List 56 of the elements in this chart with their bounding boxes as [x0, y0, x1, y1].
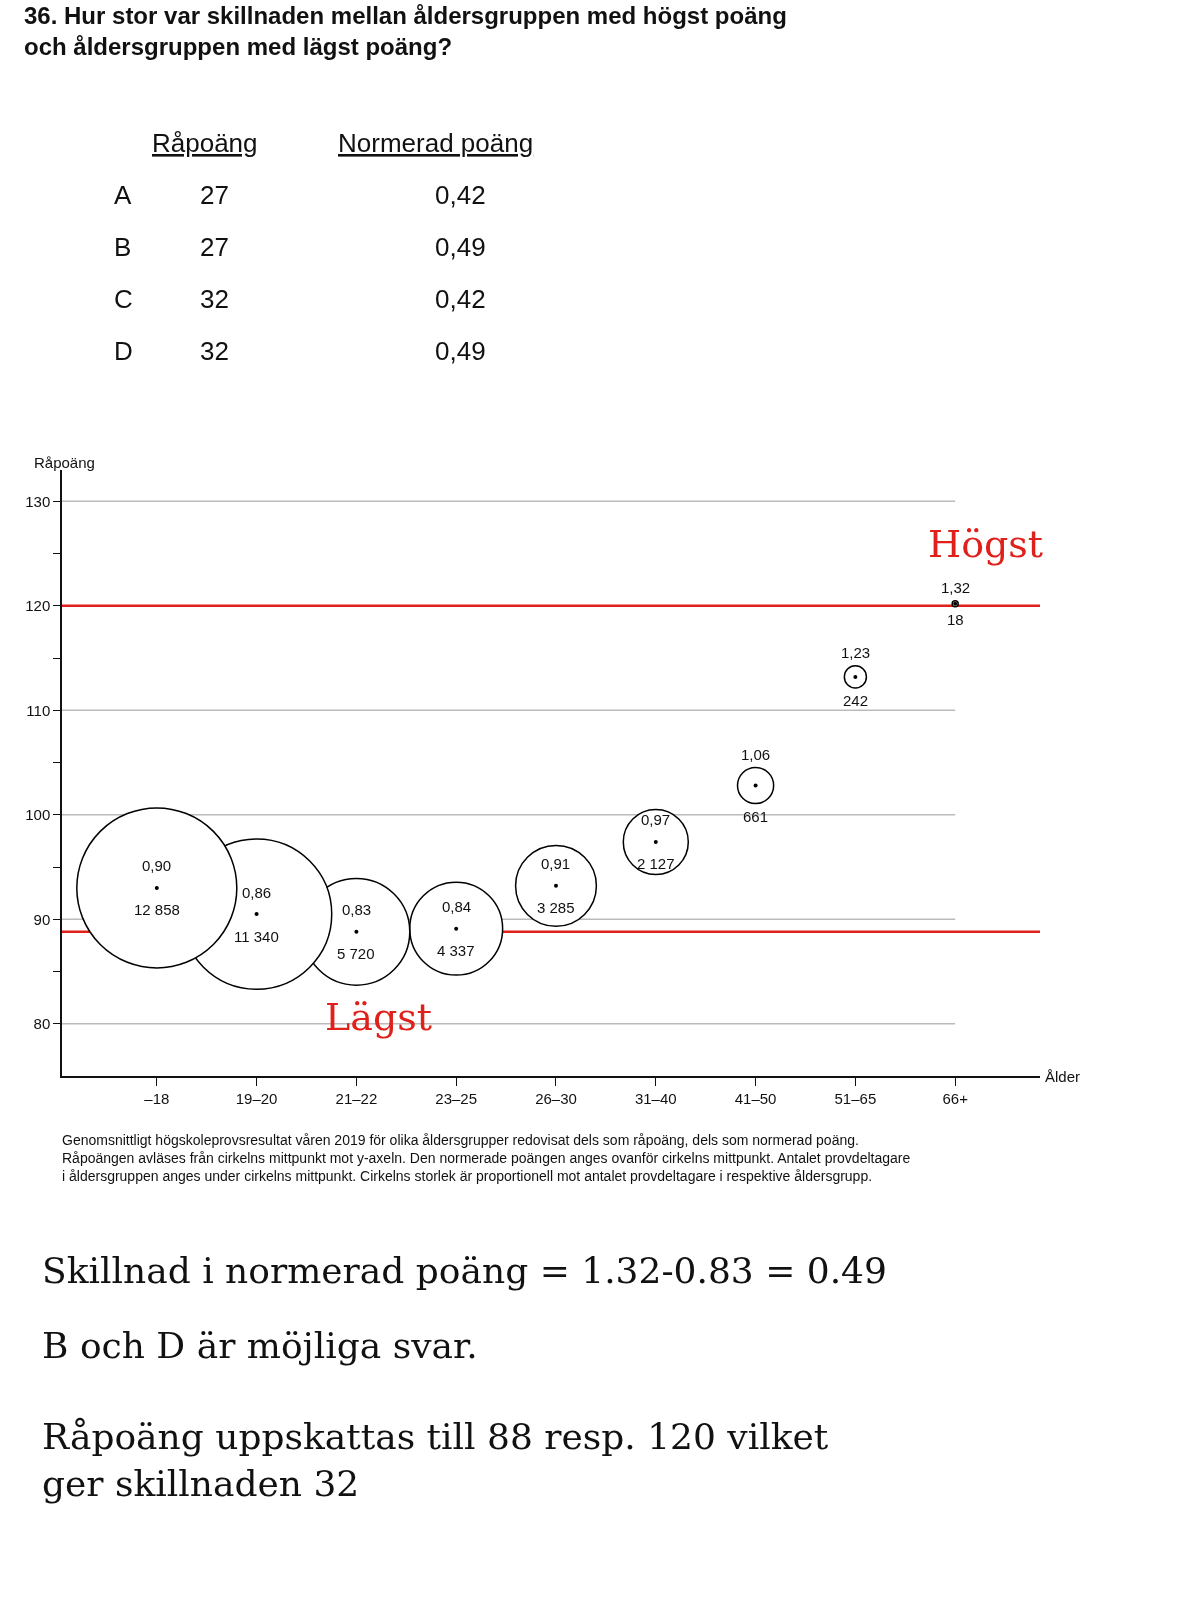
y-tick-label: 80 — [33, 1015, 51, 1033]
x-tick-label: 66+ — [942, 1089, 969, 1107]
annotation: 0,90 — [142, 857, 172, 874]
text: 0,49 — [435, 336, 486, 366]
y-tick-label: 100 — [25, 806, 51, 824]
x-tick-label: 31–40 — [634, 1089, 677, 1107]
text: B och D är möjliga svar. — [42, 1325, 478, 1366]
annotation: 18 — [947, 611, 964, 628]
annotation: 1,06 — [741, 746, 771, 763]
text: Råpoäng — [152, 128, 258, 158]
x-tick-label: 19–20 — [235, 1089, 278, 1107]
text: 32 — [200, 336, 229, 366]
x-tick-label: –18 — [144, 1089, 170, 1107]
text: 27 — [200, 232, 229, 262]
text: B — [114, 232, 132, 262]
y-axis-title: Råpoäng — [34, 454, 95, 471]
annotation: 0,83 — [342, 901, 372, 918]
text: C — [114, 284, 133, 314]
y-tick-label: 120 — [25, 597, 51, 615]
y-tick-label: 110 — [26, 701, 51, 719]
text: Normerad poäng — [338, 128, 534, 158]
annotation: 0,97 — [641, 811, 671, 828]
text: Ålder — [1045, 1068, 1081, 1085]
text: D — [114, 336, 133, 366]
annotation: 3 285 — [537, 899, 575, 916]
text: 0,49 — [435, 232, 486, 262]
annotation: 2 127 — [637, 855, 675, 872]
annotation: Lägst — [325, 995, 432, 1039]
text: 0,42 — [435, 180, 486, 210]
text: Genomsnittligt högskoleprovsresultat våren 2019 för olika åldersgrupper redovisat dels som råpoäng, dels som normerad poäng. Råpoängen avläses från cirkelns mittpunkt mot y-axeln. Den normerade poängen anges ovanför cirkelns mittpunkt. Antalet provdeltagare i åldersgruppen anges under cirkelns mittpunkt. Cirkelns storlek är proportionell mot antalet provdeltagare i respektive åldersgrupp. — [62, 1132, 911, 1185]
x-tick-label: 41–50 — [734, 1089, 777, 1107]
annotation: 0,91 — [541, 855, 571, 872]
text: Råpoäng uppskattas till 88 resp. 120 vilket ger skillnaden 32 — [42, 1416, 829, 1504]
y-tick-label: 130 — [25, 492, 51, 510]
text: Skillnad i normerad poäng = 1.32-0.83 = 0.49 — [42, 1250, 887, 1291]
text: A — [114, 180, 132, 210]
annotation: 4 337 — [437, 942, 475, 959]
annotation: 12 858 — [134, 901, 180, 918]
annotation: 5 720 — [337, 945, 375, 962]
chart-title: 36. Hur stor var skillnaden mellan åldersgruppen med högst poäng och åldersgruppen med lägst poäng? — [24, 2, 787, 61]
x-tick-label: 51–65 — [834, 1089, 877, 1107]
x-tick-label: 21–22 — [335, 1089, 378, 1107]
annotation: 1,32 — [941, 579, 971, 596]
annotation: 1,23 — [841, 644, 871, 661]
annotation: 242 — [843, 692, 869, 709]
text: 0,42 — [435, 284, 486, 314]
text: 27 — [200, 180, 229, 210]
text: 32 — [200, 284, 229, 314]
x-tick-label: 23–25 — [435, 1089, 478, 1107]
annotation: 0,86 — [242, 884, 272, 901]
annotation: 11 340 — [234, 928, 279, 945]
x-tick-label: 26–30 — [535, 1089, 577, 1107]
annotation: Högst — [928, 522, 1044, 566]
y-tick-label: 90 — [33, 910, 51, 928]
annotation: 0,84 — [442, 898, 472, 915]
annotation: 661 — [743, 808, 769, 825]
